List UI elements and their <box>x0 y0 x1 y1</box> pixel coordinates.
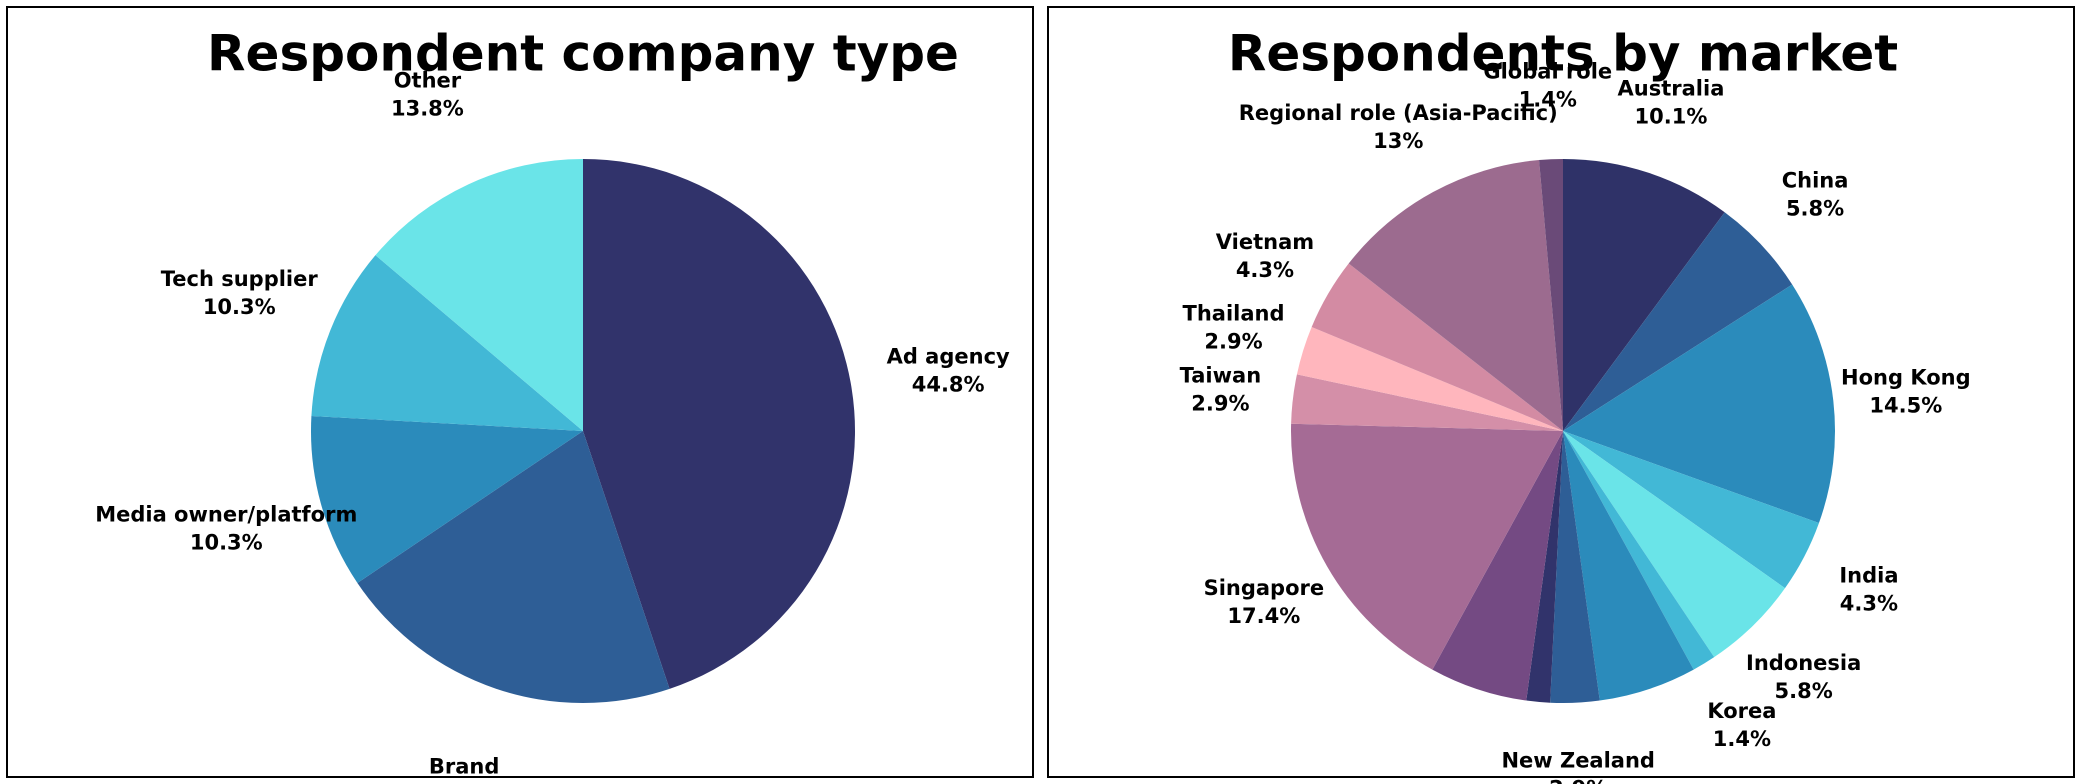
chart-title: Respondents by market <box>1228 25 1898 83</box>
pie-slice <box>311 255 583 431</box>
slice-value-label: 44.8% <box>912 372 985 396</box>
pie-slice <box>1563 284 1835 523</box>
pie-slice <box>1563 212 1793 431</box>
slice-value-label: 2.9% <box>1204 330 1262 354</box>
panel-frame <box>6 6 1034 778</box>
pie-slice <box>357 431 670 703</box>
panel-frame <box>1047 6 2075 778</box>
slice-value-label: 10.3% <box>203 295 276 319</box>
slice-value-label: 10.1% <box>1635 104 1708 128</box>
pie-slice <box>375 159 583 431</box>
pie-slice <box>1348 160 1563 432</box>
slice-value-label: 4.3% <box>1840 591 1898 615</box>
slice-value-label: 13.8% <box>391 96 464 120</box>
pie-slice <box>1311 263 1563 431</box>
slice-label: Vietnam <box>1216 230 1314 254</box>
pie-slice <box>583 159 855 689</box>
slice-label: Regional role (Asia-Pacific) <box>1239 101 1558 125</box>
slice-label: Thailand <box>1183 302 1285 326</box>
pie-slice <box>1539 159 1563 431</box>
slice-label: Ad agency <box>887 344 1010 368</box>
pie-slice <box>1290 423 1563 670</box>
pie-slice <box>1563 431 1715 670</box>
pie-slice <box>1526 431 1563 703</box>
pie-slice <box>1563 159 1725 431</box>
pie-slice <box>1432 431 1563 701</box>
slice-value-label: 2.9% <box>1549 777 1607 784</box>
chart-title: Respondent company type <box>207 25 959 83</box>
slice-value-label: 5.8% <box>1775 679 1833 703</box>
slice-value-label: 17.4% <box>1227 604 1300 628</box>
slice-value-label: 5.8% <box>1786 196 1844 220</box>
slice-value-label: 1.4% <box>1519 87 1577 111</box>
slice-label: Korea <box>1707 699 1776 723</box>
slice-label: China <box>1782 168 1849 192</box>
pie-slice <box>1563 431 1786 658</box>
pie-slice <box>1563 431 1694 701</box>
pie-slice <box>1550 431 1600 704</box>
slice-value-label: 14.5% <box>1869 393 1942 417</box>
slice-label: New Zealand <box>1501 749 1655 773</box>
slice-label: Global role <box>1483 59 1612 83</box>
slice-label: Singapore <box>1204 576 1325 600</box>
slice-label: India <box>1839 563 1898 587</box>
slice-value-label: 10.3% <box>190 530 263 554</box>
slice-value-label: 20.7% <box>428 782 501 784</box>
pie-slice <box>1563 431 1819 589</box>
pie-slice <box>311 416 583 583</box>
pie-slice <box>1291 374 1563 431</box>
slice-label: Tech supplier <box>161 267 319 291</box>
slice-label: Indonesia <box>1746 651 1861 675</box>
slice-value-label: 2.9% <box>1191 391 1249 415</box>
slice-label: Brand <box>429 754 500 778</box>
slice-label: Hong Kong <box>1841 365 1971 389</box>
slice-label: Australia <box>1618 76 1725 100</box>
slice-label: Other <box>394 68 462 92</box>
slice-label: Media owner/platform <box>95 502 357 526</box>
slice-value-label: 4.3% <box>1236 258 1294 282</box>
slice-value-label: 13% <box>1373 129 1423 153</box>
pie-slice <box>1296 327 1563 431</box>
slice-value-label: 1.4% <box>1713 727 1771 751</box>
slice-label: Taiwan <box>1180 363 1262 387</box>
